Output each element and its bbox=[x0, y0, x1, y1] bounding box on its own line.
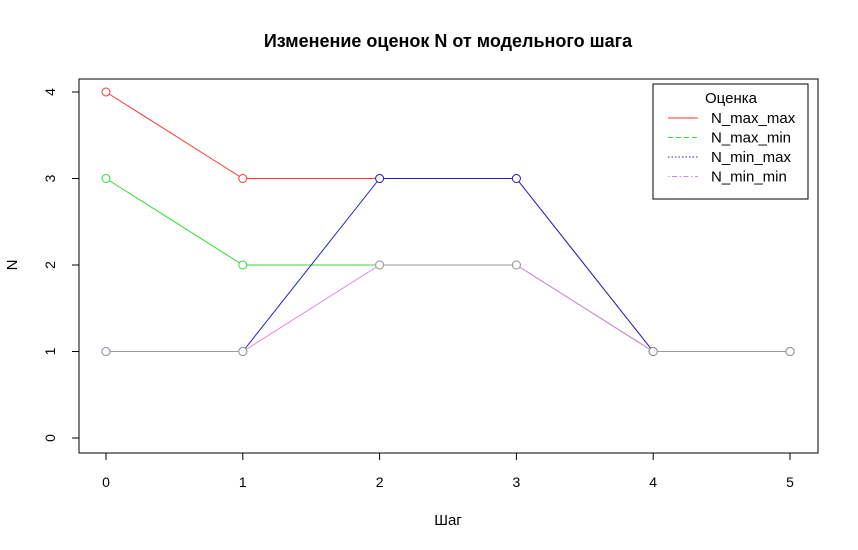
y-tick-label: 3 bbox=[42, 174, 58, 182]
legend-label: N_min_min bbox=[711, 169, 787, 186]
y-tick-label: 4 bbox=[42, 88, 58, 96]
y-tick-label: 0 bbox=[42, 434, 58, 442]
x-tick-label: 4 bbox=[649, 474, 657, 490]
data-point bbox=[102, 348, 110, 356]
data-point bbox=[512, 175, 520, 183]
series-segment bbox=[106, 92, 243, 179]
data-point bbox=[102, 88, 110, 96]
x-axis: 0 1 2 3 4 5 bbox=[102, 453, 794, 490]
data-point bbox=[102, 175, 110, 183]
data-point bbox=[649, 348, 657, 356]
x-tick-label: 2 bbox=[376, 474, 384, 490]
data-point bbox=[239, 175, 247, 183]
x-tick-label: 0 bbox=[102, 474, 110, 490]
y-axis-label: N bbox=[4, 260, 21, 271]
data-point bbox=[376, 261, 384, 269]
series-segment bbox=[516, 179, 653, 352]
series-segment bbox=[243, 265, 380, 352]
series-segment bbox=[106, 179, 243, 266]
y-tick-label: 1 bbox=[42, 347, 58, 355]
legend: Оценка N_max_max N_max_min N_min_max N_min_… bbox=[653, 84, 808, 199]
y-tick-label: 2 bbox=[42, 261, 58, 269]
legend-label: N_min_max bbox=[711, 149, 792, 166]
data-point bbox=[239, 348, 247, 356]
data-point bbox=[786, 348, 794, 356]
series-segment bbox=[516, 265, 653, 352]
data-point bbox=[512, 261, 520, 269]
legend-title: Оценка bbox=[705, 90, 758, 107]
x-tick-label: 5 bbox=[786, 474, 794, 490]
legend-label: N_max_min bbox=[711, 130, 791, 147]
data-point bbox=[376, 175, 384, 183]
x-tick-label: 1 bbox=[239, 474, 247, 490]
y-axis: 0 1 2 3 4 bbox=[42, 88, 79, 442]
chart-title: Изменение оценок N от модельного шага bbox=[264, 31, 633, 51]
x-tick-label: 3 bbox=[513, 474, 521, 490]
x-axis-label: Шаг bbox=[434, 512, 462, 529]
series-N_min_min bbox=[102, 261, 794, 356]
legend-label: N_max_max bbox=[711, 110, 796, 127]
data-point bbox=[239, 261, 247, 269]
